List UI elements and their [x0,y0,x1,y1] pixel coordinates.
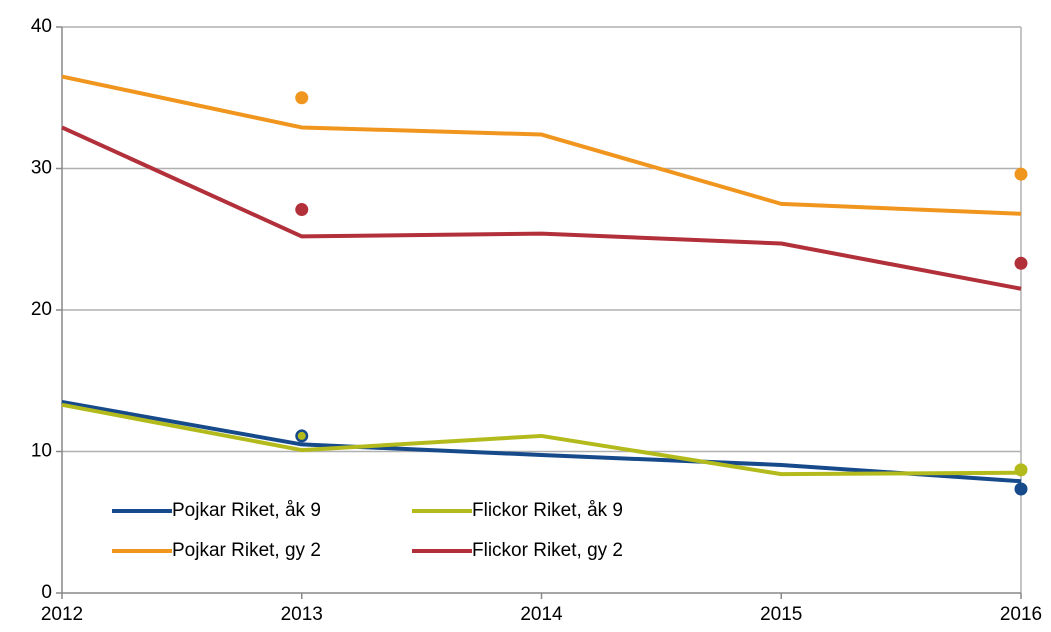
legend-label: Flickor Riket, åk 9 [472,500,623,521]
marker [1014,167,1028,181]
series-line [61,402,1022,477]
marker [1014,463,1028,477]
marker [1014,482,1028,496]
series-line [61,125,1022,291]
marker [295,203,309,217]
y-tick-label: 20 [31,299,52,320]
series-line [61,74,1022,216]
y-tick-label: 0 [41,582,52,603]
x-tick-label: 2013 [281,604,323,625]
y-tick-label: 10 [31,441,52,462]
legend-label: Flickor Riket, gy 2 [472,540,623,561]
marker [1014,256,1028,270]
legend-label: Pojkar Riket, åk 9 [172,500,321,521]
series-line [61,400,1022,484]
x-tick-label: 2015 [760,604,802,625]
x-tick-label: 2016 [1000,604,1042,625]
marker [295,91,309,105]
x-tick-label: 2012 [41,604,83,625]
marker [297,431,306,440]
x-tick-label: 2014 [520,604,563,625]
y-tick-label: 40 [31,16,52,37]
y-tick-label: 30 [31,158,52,179]
legend-label: Pojkar Riket, gy 2 [172,540,321,561]
